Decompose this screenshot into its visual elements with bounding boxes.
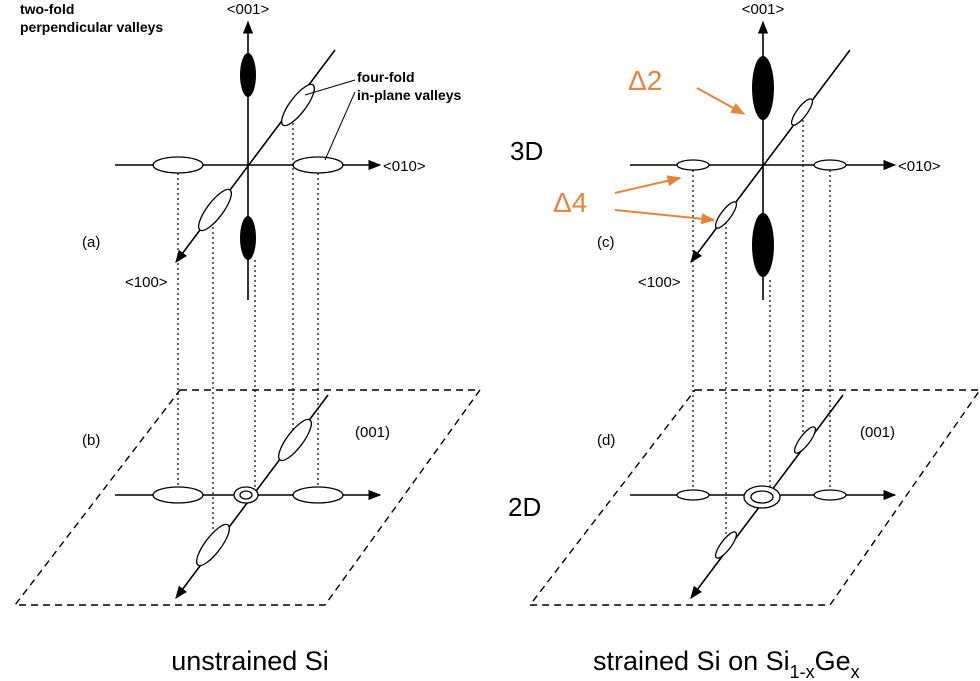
valley: [752, 213, 774, 277]
valley: [751, 491, 773, 503]
dim-label: 2D: [508, 492, 541, 522]
delta-label: Δ4: [553, 187, 587, 218]
caption-part: strained Si on Si: [593, 646, 790, 676]
valley: [153, 487, 203, 503]
valley: [194, 185, 237, 235]
axis-label: <010>: [383, 158, 426, 175]
valley: [677, 160, 709, 170]
caption: unstrained Si: [171, 646, 329, 676]
valley: [153, 157, 203, 173]
valley: [712, 199, 739, 231]
note: two-fold: [20, 1, 74, 17]
axis-label: <100>: [638, 274, 681, 291]
note: four-fold: [357, 69, 415, 85]
pointer: [697, 88, 744, 114]
valley: [791, 424, 818, 456]
axis-label: <001>: [742, 1, 785, 18]
valley: [677, 490, 709, 500]
caption: strained Si on Si1-xGex: [593, 646, 860, 681]
axis-label: <010>: [898, 158, 941, 175]
valley: [240, 491, 252, 499]
caption-sub: x: [851, 662, 860, 681]
panel-label: (c): [597, 234, 615, 251]
valley: [240, 216, 256, 260]
right-2d: [530, 390, 980, 605]
left-2d: [15, 390, 480, 605]
valley: [752, 56, 774, 120]
pointer: [615, 210, 714, 220]
valley: [277, 80, 320, 130]
valley: [788, 96, 815, 128]
note: perpendicular valleys: [20, 19, 163, 35]
caption-sub: 1-x: [790, 662, 815, 681]
valley: [814, 490, 846, 500]
axis-label: <001>: [227, 1, 270, 18]
delta-label: Δ2: [628, 65, 662, 96]
plane-label: (001): [355, 424, 390, 441]
diagram: two-fold perpendicular valleys four-fold…: [0, 0, 980, 681]
panel-label: (b): [82, 432, 100, 449]
caption-part: Ge: [815, 646, 851, 676]
valley: [293, 157, 343, 173]
pointer: [615, 178, 680, 193]
panel-label: (a): [82, 234, 100, 251]
plane-label: (001): [860, 424, 895, 441]
panel-label: (d): [597, 432, 615, 449]
note: in-plane valleys: [357, 87, 461, 103]
valley: [274, 415, 317, 465]
dim-label: 3D: [510, 136, 543, 166]
valley: [814, 160, 846, 170]
leader: [325, 92, 355, 160]
valley: [240, 53, 256, 97]
valley: [293, 487, 343, 503]
axis-label: <100>: [125, 274, 168, 291]
